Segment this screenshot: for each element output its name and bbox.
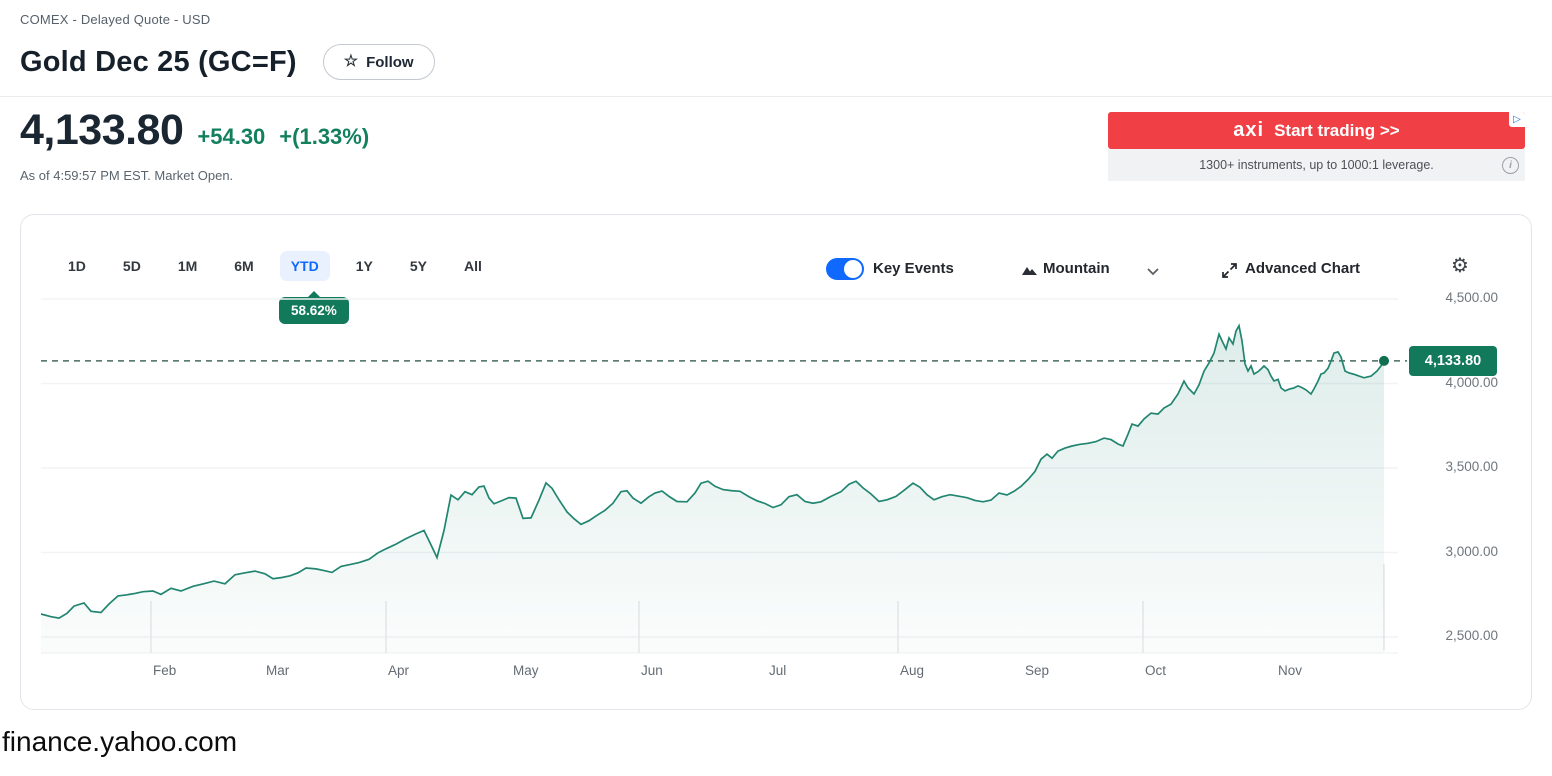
price-change: +54.30 <box>197 124 266 149</box>
source-watermark: finance.yahoo.com <box>2 726 238 757</box>
tab-1y[interactable]: 1Y <box>355 258 373 274</box>
mountain-icon <box>1022 267 1037 275</box>
x-axis-label: Jul <box>769 663 787 678</box>
tab-5y[interactable]: 5Y <box>409 258 427 274</box>
tab-6m[interactable]: 6M <box>234 258 254 274</box>
y-axis-label: 4,000.00 <box>1445 374 1498 390</box>
toggle-knob <box>844 260 862 278</box>
ad-cta-button[interactable]: axi Start trading >> ▷ <box>1108 112 1525 149</box>
y-axis-label: 4,500.00 <box>1445 290 1498 305</box>
x-axis-label: Jun <box>641 663 663 678</box>
price-chart-plot[interactable] <box>21 215 1531 709</box>
tab-1d[interactable]: 1D <box>68 258 86 274</box>
tab-all[interactable]: All <box>463 258 482 274</box>
x-axis-label: Apr <box>388 663 410 678</box>
x-axis-label: Mar <box>266 663 290 678</box>
follow-button-label: Follow <box>366 53 414 71</box>
tab-1m[interactable]: 1M <box>177 258 198 274</box>
tab-ytd[interactable]: YTD <box>279 251 330 281</box>
star-icon: ☆ <box>343 53 359 70</box>
ad-cta-text: Start trading >> <box>1274 120 1400 140</box>
price-change-percent: +(1.33%) <box>279 124 370 149</box>
price-area-chart <box>40 298 1407 654</box>
x-axis-label: Nov <box>1278 663 1303 678</box>
ad-brand-logo: axi <box>1233 119 1265 141</box>
ad-subtext: 1300+ instruments, up to 1000:1 leverage… <box>1199 158 1434 172</box>
y-axis-label: 2,500.00 <box>1445 628 1498 643</box>
x-axis-label: Aug <box>900 663 925 678</box>
current-price-badge: 4,133.80 <box>1409 345 1497 376</box>
title-row: Gold Dec 25 (GC=F) ☆ Follow <box>20 44 435 80</box>
chart-card: 1D 5D 1M 6M YTD 1Y 5Y All 58.62% Key Eve… <box>20 214 1532 710</box>
key-events-toggle[interactable] <box>826 258 864 280</box>
quote-price-row: 4,133.80 +54.30 +(1.33%) <box>20 106 369 155</box>
x-axis-label: Sep <box>1025 663 1050 678</box>
x-axis-label: Feb <box>153 663 177 678</box>
x-axis-label: May <box>513 663 539 678</box>
current-price: 4,133.80 <box>20 106 184 154</box>
gear-icon[interactable]: ⚙ <box>1451 255 1469 277</box>
ad-unit: axi Start trading >> ▷ 1300+ instruments… <box>1108 112 1525 181</box>
ad-info-icon[interactable]: i <box>1502 157 1519 174</box>
quote-timestamp: As of 4:59:57 PM EST. Market Open. <box>20 168 234 183</box>
adchoices-icon[interactable]: ▷ <box>1509 112 1525 127</box>
range-tabs: 1D 5D 1M 6M YTD 1Y 5Y All <box>57 251 493 281</box>
x-axis-label: Oct <box>1145 663 1167 678</box>
tab-5d[interactable]: 5D <box>122 258 141 274</box>
ad-subtext-bar: 1300+ instruments, up to 1000:1 leverage… <box>1108 149 1525 181</box>
exchange-info: COMEX - Delayed Quote - USD <box>20 12 211 27</box>
key-events-label: Key Events <box>873 260 954 277</box>
chart-type-dropdown[interactable]: Mountain <box>1043 260 1110 277</box>
y-axis-label: 3,000.00 <box>1445 543 1498 559</box>
follow-button[interactable]: ☆ Follow <box>322 44 435 80</box>
page-title: Gold Dec 25 (GC=F) <box>20 45 297 78</box>
y-axis-label: 3,500.00 <box>1445 459 1498 474</box>
advanced-chart-button[interactable]: Advanced Chart <box>1245 260 1361 277</box>
ytd-change-badge: 58.62% <box>279 291 349 324</box>
advanced-chart-icon <box>1222 263 1237 278</box>
chevron-down-icon[interactable] <box>1147 268 1159 276</box>
header-divider <box>0 96 1552 97</box>
